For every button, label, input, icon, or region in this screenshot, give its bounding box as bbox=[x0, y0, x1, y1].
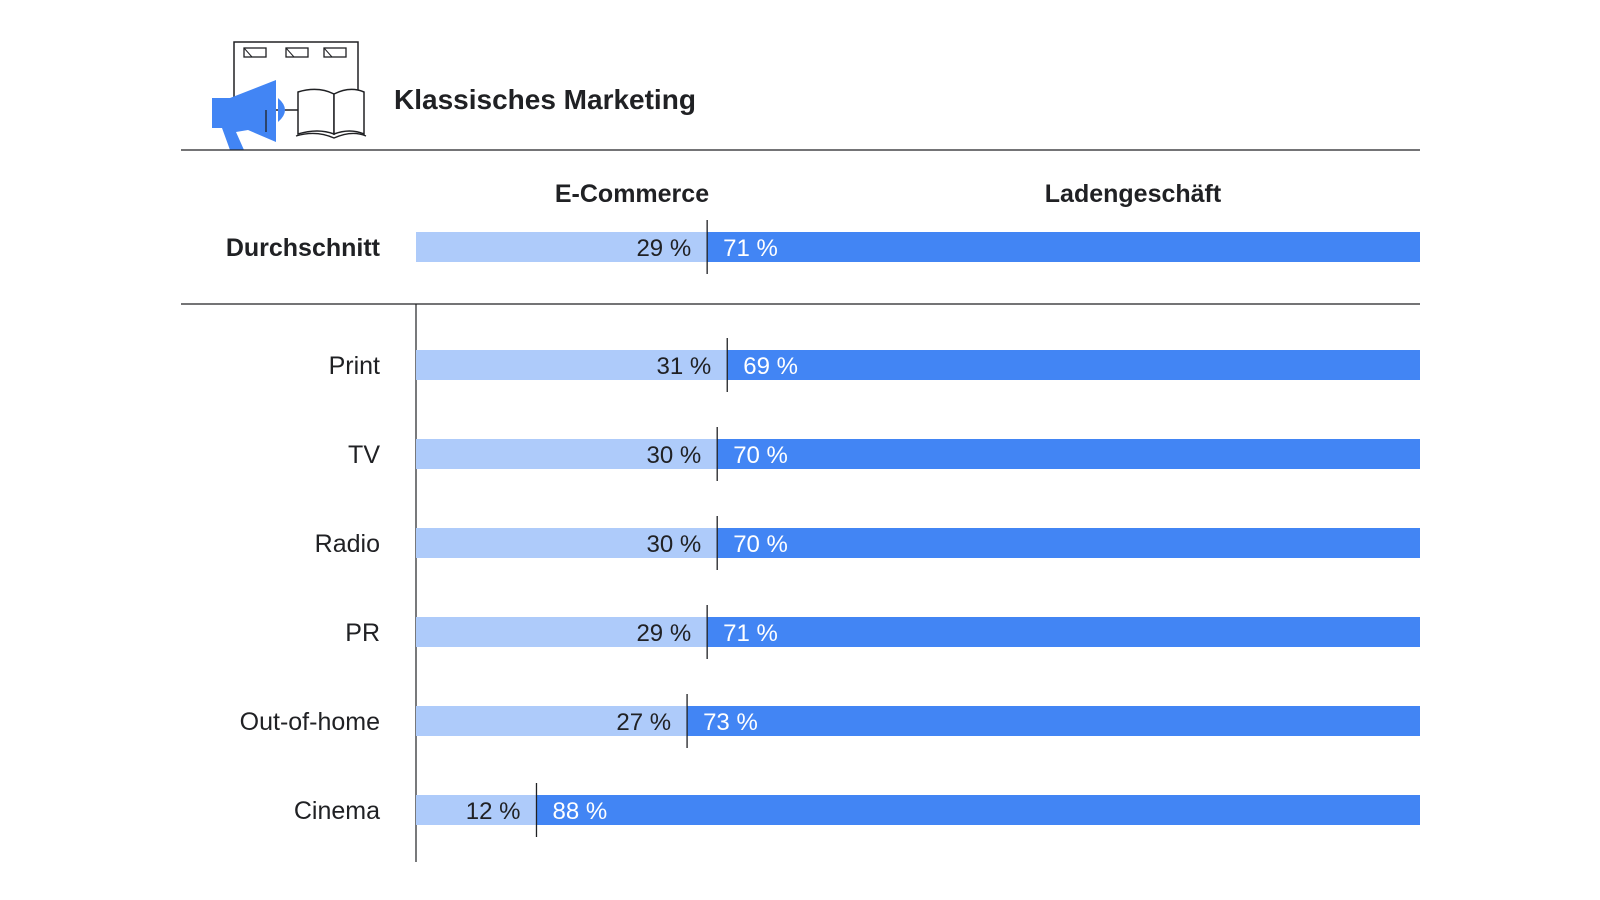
row-print-ecommerce-value: 31 % bbox=[657, 353, 712, 380]
average-ecommerce-value: 29 % bbox=[636, 235, 691, 262]
row-pr-store-bar bbox=[707, 617, 1420, 647]
row-print-store-value: 69 % bbox=[743, 353, 798, 380]
row-label-pr: PR bbox=[345, 619, 380, 647]
row-tv-ecommerce-value: 30 % bbox=[646, 442, 701, 469]
bars: 29 % 71 % 31 % 69 % 30 % 70 % 30 % 70 % 29 % 71 %… bbox=[416, 220, 1420, 837]
row-radio-ecommerce-value: 30 % bbox=[646, 531, 701, 558]
row-print-store-bar bbox=[727, 350, 1420, 380]
row-pr-ecommerce-value: 29 % bbox=[636, 620, 691, 647]
header-store: Ladengeschäft bbox=[1045, 180, 1222, 208]
row-label-tv: TV bbox=[348, 441, 380, 469]
average-label: Durchschnitt bbox=[226, 234, 381, 262]
row-radio-store-value: 70 % bbox=[733, 531, 788, 558]
row-out-of-home-ecommerce-bar bbox=[416, 706, 688, 736]
row-tv-store-value: 70 % bbox=[733, 442, 788, 469]
chart-title: Klassisches Marketing bbox=[394, 84, 696, 115]
row-out-of-home-store-value: 73 % bbox=[703, 709, 758, 736]
average-ecommerce-bar bbox=[416, 232, 708, 262]
row-print-ecommerce-bar bbox=[416, 350, 728, 380]
header-ecommerce: E-Commerce bbox=[555, 180, 709, 208]
row-radio-ecommerce-bar bbox=[416, 528, 718, 558]
row-out-of-home-store-bar bbox=[687, 706, 1420, 736]
row-pr-ecommerce-bar bbox=[416, 617, 708, 647]
average-store-value: 71 % bbox=[723, 235, 778, 262]
row-label-cinema: Cinema bbox=[294, 797, 380, 825]
megaphone-billboard-book-icon bbox=[212, 41, 367, 150]
row-cinema-store-value: 88 % bbox=[552, 798, 607, 825]
row-label-print: Print bbox=[329, 352, 380, 380]
row-cinema-ecommerce-bar bbox=[416, 795, 537, 825]
row-out-of-home-ecommerce-value: 27 % bbox=[616, 709, 671, 736]
row-radio-store-bar bbox=[717, 528, 1420, 558]
row-cinema-store-bar bbox=[536, 795, 1420, 825]
row-tv-ecommerce-bar bbox=[416, 439, 718, 469]
row-label-radio: Radio bbox=[315, 530, 380, 558]
average-store-bar bbox=[707, 232, 1420, 262]
row-tv-store-bar bbox=[717, 439, 1420, 469]
row-label-out-of-home: Out-of-home bbox=[240, 708, 380, 736]
row-cinema-ecommerce-value: 12 % bbox=[466, 798, 521, 825]
row-pr-store-value: 71 % bbox=[723, 620, 778, 647]
